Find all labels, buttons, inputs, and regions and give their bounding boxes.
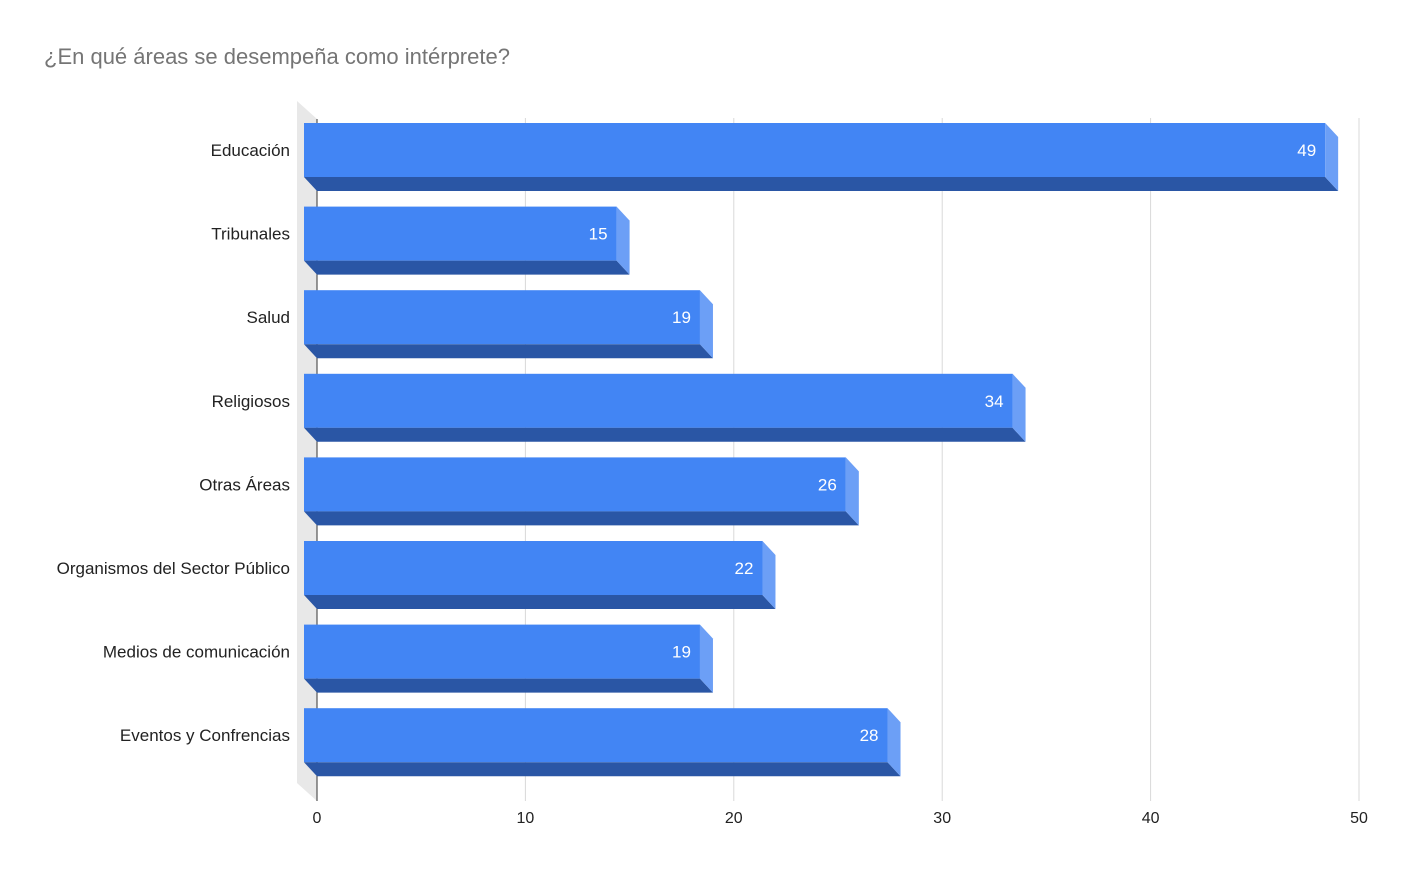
bar-bottom-face bbox=[304, 177, 1339, 191]
bar-front-face bbox=[304, 541, 763, 595]
bar-bottom-face bbox=[304, 595, 776, 609]
bar: 34 bbox=[304, 373, 1026, 442]
category-label: Salud bbox=[247, 308, 290, 327]
bar-side-face bbox=[845, 457, 859, 526]
bar-side-face bbox=[1012, 373, 1026, 442]
bar-side-face bbox=[887, 708, 901, 777]
bar-bottom-face bbox=[304, 678, 713, 693]
data-label: 26 bbox=[818, 475, 837, 494]
data-label: 28 bbox=[860, 726, 879, 745]
x-tick-label: 0 bbox=[313, 810, 322, 827]
chart-wall bbox=[297, 101, 317, 801]
bar: 28 bbox=[304, 708, 901, 777]
depth-wall bbox=[297, 101, 317, 801]
bar: 26 bbox=[304, 457, 859, 526]
bar-front-face bbox=[304, 708, 888, 763]
bar: 19 bbox=[304, 290, 713, 359]
data-label: 34 bbox=[985, 392, 1004, 411]
bar-front-face bbox=[304, 206, 617, 261]
bar-bottom-face bbox=[304, 762, 901, 777]
bar-side-face bbox=[699, 290, 713, 359]
bar-side-face bbox=[762, 541, 776, 609]
x-tick-label: 10 bbox=[517, 810, 535, 827]
data-label: 22 bbox=[735, 559, 754, 578]
category-label: Eventos y Confrencias bbox=[120, 726, 290, 745]
bar-side-face bbox=[699, 624, 713, 693]
bar-front-face bbox=[304, 624, 700, 679]
bar: 15 bbox=[304, 206, 630, 275]
bar-side-face bbox=[1325, 123, 1339, 191]
x-axis-tick-labels: 0 10 20 30 40 50 bbox=[313, 810, 1368, 827]
category-labels: Educación Tribunales Salud Religiosos Otras … bbox=[57, 141, 290, 745]
data-label: 19 bbox=[672, 643, 691, 662]
category-label: Educación bbox=[211, 141, 290, 160]
category-label: Religiosos bbox=[212, 392, 290, 411]
data-label: 19 bbox=[672, 308, 691, 327]
bar-front-face bbox=[304, 123, 1326, 177]
x-tick-label: 50 bbox=[1350, 810, 1368, 827]
x-tick-label: 40 bbox=[1142, 810, 1160, 827]
bar-bottom-face bbox=[304, 260, 630, 275]
category-label: Medios de comunicación bbox=[103, 643, 290, 662]
bars: 49 15 19 34 26 22 19 28 bbox=[304, 123, 1339, 777]
chart-title: ¿En qué áreas se desempeña como intérpre… bbox=[44, 44, 510, 69]
category-label: Organismos del Sector Público bbox=[57, 559, 290, 578]
category-label: Tribunales bbox=[211, 225, 290, 244]
bar: 22 bbox=[304, 541, 776, 609]
bar-side-face bbox=[616, 206, 630, 275]
x-tick-label: 30 bbox=[933, 810, 951, 827]
bar-bottom-face bbox=[304, 511, 859, 526]
bar: 19 bbox=[304, 624, 713, 693]
x-tick-label: 20 bbox=[725, 810, 743, 827]
bar-front-face bbox=[304, 373, 1013, 428]
bar-front-face bbox=[304, 457, 846, 512]
data-label: 49 bbox=[1297, 141, 1316, 160]
data-label: 15 bbox=[589, 225, 608, 244]
bar-bottom-face bbox=[304, 427, 1026, 442]
bar-bottom-face bbox=[304, 344, 713, 359]
bar-front-face bbox=[304, 290, 700, 345]
category-label: Otras Áreas bbox=[199, 475, 290, 494]
bar: 49 bbox=[304, 123, 1339, 191]
